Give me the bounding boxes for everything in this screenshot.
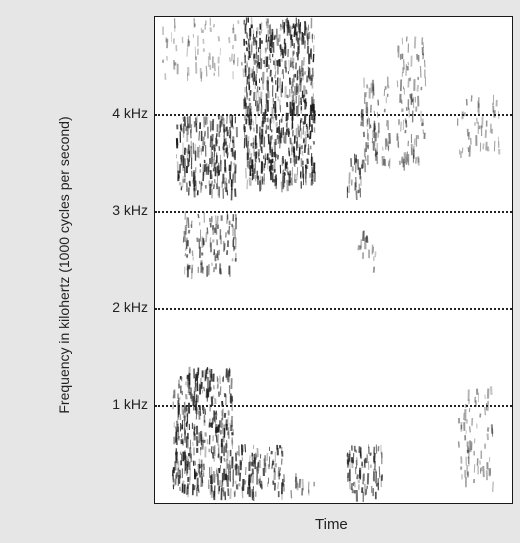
energy-region [175, 114, 239, 201]
y-tick-label: 4 kHz [112, 105, 148, 121]
spectrogram-energy [161, 17, 501, 502]
energy-region [360, 76, 391, 173]
y-axis-title: Frequency in kilohertz (1000 cycles per … [56, 116, 72, 414]
plot-area [154, 16, 513, 504]
gridline [155, 405, 512, 407]
energy-region [346, 443, 383, 502]
energy-region [457, 386, 494, 493]
y-tick-label: 2 kHz [112, 299, 148, 315]
energy-region [243, 17, 316, 193]
x-axis-title: Time [315, 516, 348, 533]
energy-region [232, 444, 284, 501]
energy-region [182, 211, 237, 280]
energy-region [456, 94, 501, 159]
gridline [155, 308, 512, 310]
energy-region [396, 36, 427, 171]
energy-region [346, 153, 362, 200]
energy-region [357, 230, 377, 273]
y-tick-label: 3 kHz [112, 202, 148, 218]
energy-region [171, 366, 234, 501]
gridline [155, 211, 512, 213]
energy-region [282, 473, 315, 499]
energy-region [161, 17, 261, 82]
y-tick-label: 1 kHz [112, 396, 148, 412]
gridline [155, 114, 512, 116]
